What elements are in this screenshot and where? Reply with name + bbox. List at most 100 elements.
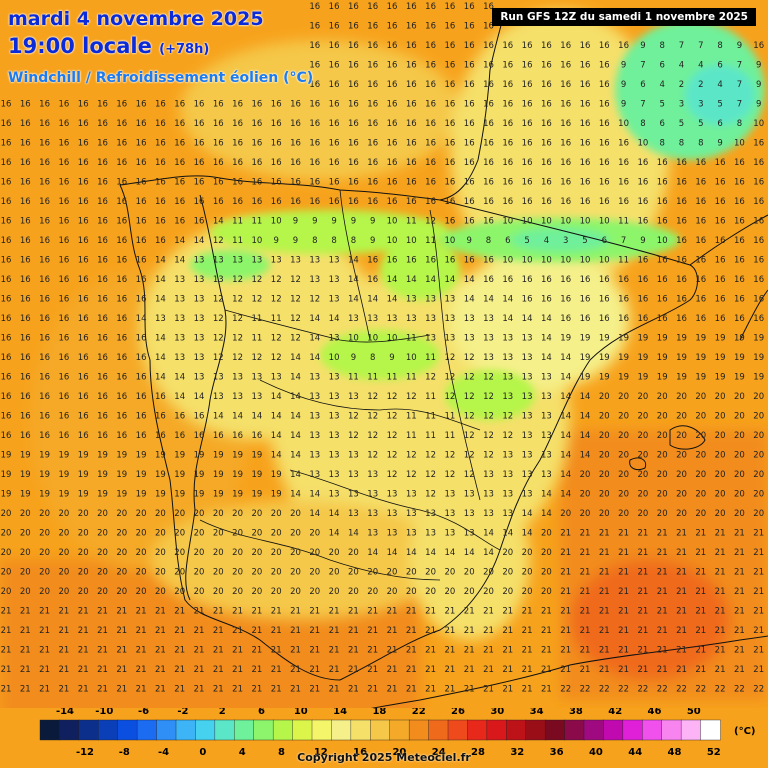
svg-text:13: 13 xyxy=(329,373,340,383)
svg-text:16: 16 xyxy=(194,139,205,149)
svg-text:16: 16 xyxy=(637,158,648,168)
svg-text:16: 16 xyxy=(580,139,591,149)
svg-text:8: 8 xyxy=(717,41,722,51)
svg-text:21: 21 xyxy=(541,685,552,695)
svg-text:16: 16 xyxy=(116,256,127,266)
svg-text:20: 20 xyxy=(753,451,764,461)
svg-text:16: 16 xyxy=(580,314,591,324)
svg-text:21: 21 xyxy=(657,626,668,636)
svg-text:16: 16 xyxy=(444,80,455,90)
svg-text:16: 16 xyxy=(599,61,610,71)
svg-text:16: 16 xyxy=(425,256,436,266)
svg-text:13: 13 xyxy=(194,295,205,305)
svg-text:7: 7 xyxy=(737,61,742,71)
svg-text:7: 7 xyxy=(679,41,684,51)
svg-text:16: 16 xyxy=(522,80,533,90)
svg-text:20: 20 xyxy=(522,587,533,597)
svg-text:20: 20 xyxy=(97,587,108,597)
svg-text:21: 21 xyxy=(502,665,513,675)
svg-text:16: 16 xyxy=(483,2,494,12)
legend-tick-lower: 24 xyxy=(432,747,446,758)
svg-text:16: 16 xyxy=(155,431,166,441)
legend-swatch xyxy=(506,719,527,741)
svg-text:20: 20 xyxy=(599,470,610,480)
svg-text:16: 16 xyxy=(58,256,69,266)
svg-text:14: 14 xyxy=(560,431,571,441)
svg-text:14: 14 xyxy=(541,490,552,500)
svg-text:21: 21 xyxy=(715,607,726,617)
svg-text:16: 16 xyxy=(406,41,417,51)
svg-text:16: 16 xyxy=(116,197,127,207)
svg-text:16: 16 xyxy=(734,275,745,285)
svg-text:21: 21 xyxy=(387,646,398,656)
svg-text:21: 21 xyxy=(367,665,378,675)
svg-text:16: 16 xyxy=(309,61,320,71)
svg-text:21: 21 xyxy=(367,607,378,617)
legend-swatch xyxy=(642,719,663,741)
svg-text:12: 12 xyxy=(367,431,378,441)
svg-text:16: 16 xyxy=(58,197,69,207)
svg-text:14: 14 xyxy=(348,529,359,539)
svg-text:21: 21 xyxy=(1,685,12,695)
svg-text:16: 16 xyxy=(695,217,706,227)
forecast-time: 19:00 locale (+78h) xyxy=(8,34,209,58)
legend-tick-upper: 18 xyxy=(372,708,386,717)
svg-text:16: 16 xyxy=(78,119,89,129)
svg-text:16: 16 xyxy=(290,197,301,207)
svg-text:12: 12 xyxy=(213,236,224,246)
svg-text:19: 19 xyxy=(580,373,591,383)
svg-text:14: 14 xyxy=(425,548,436,558)
svg-text:16: 16 xyxy=(136,334,147,344)
svg-text:16: 16 xyxy=(58,353,69,363)
svg-text:16: 16 xyxy=(78,217,89,227)
svg-text:16: 16 xyxy=(502,61,513,71)
svg-text:14: 14 xyxy=(464,295,475,305)
svg-text:20: 20 xyxy=(155,587,166,597)
svg-text:16: 16 xyxy=(155,236,166,246)
svg-text:12: 12 xyxy=(444,470,455,480)
svg-text:3: 3 xyxy=(698,100,703,110)
svg-text:16: 16 xyxy=(1,217,12,227)
svg-text:16: 16 xyxy=(39,373,50,383)
svg-text:20: 20 xyxy=(657,431,668,441)
svg-text:10: 10 xyxy=(522,256,533,266)
svg-text:20: 20 xyxy=(637,509,648,519)
svg-text:16: 16 xyxy=(348,178,359,188)
svg-text:16: 16 xyxy=(232,178,243,188)
svg-text:16: 16 xyxy=(753,139,764,149)
svg-text:16: 16 xyxy=(20,295,31,305)
svg-text:16: 16 xyxy=(502,100,513,110)
svg-text:13: 13 xyxy=(271,256,282,266)
svg-text:14: 14 xyxy=(464,548,475,558)
svg-text:16: 16 xyxy=(78,178,89,188)
svg-text:16: 16 xyxy=(715,217,726,227)
svg-text:16: 16 xyxy=(715,295,726,305)
svg-text:20: 20 xyxy=(637,470,648,480)
svg-text:11: 11 xyxy=(406,334,417,344)
svg-text:20: 20 xyxy=(329,587,340,597)
svg-text:14: 14 xyxy=(406,548,417,558)
svg-text:16: 16 xyxy=(20,100,31,110)
svg-text:20: 20 xyxy=(78,509,89,519)
svg-text:16: 16 xyxy=(580,119,591,129)
svg-text:12: 12 xyxy=(444,451,455,461)
svg-text:21: 21 xyxy=(329,665,340,675)
svg-text:13: 13 xyxy=(464,334,475,344)
svg-text:21: 21 xyxy=(502,685,513,695)
svg-text:16: 16 xyxy=(174,412,185,422)
svg-text:16: 16 xyxy=(97,295,108,305)
svg-text:20: 20 xyxy=(1,529,12,539)
svg-text:13: 13 xyxy=(174,275,185,285)
svg-text:16: 16 xyxy=(1,314,12,324)
svg-text:16: 16 xyxy=(541,119,552,129)
svg-text:20: 20 xyxy=(97,509,108,519)
svg-text:20: 20 xyxy=(715,431,726,441)
svg-text:16: 16 xyxy=(502,80,513,90)
svg-text:20: 20 xyxy=(715,392,726,402)
svg-text:19: 19 xyxy=(695,373,706,383)
svg-text:16: 16 xyxy=(329,61,340,71)
svg-text:20: 20 xyxy=(39,587,50,597)
svg-text:21: 21 xyxy=(676,568,687,578)
svg-text:16: 16 xyxy=(20,197,31,207)
svg-text:13: 13 xyxy=(522,470,533,480)
